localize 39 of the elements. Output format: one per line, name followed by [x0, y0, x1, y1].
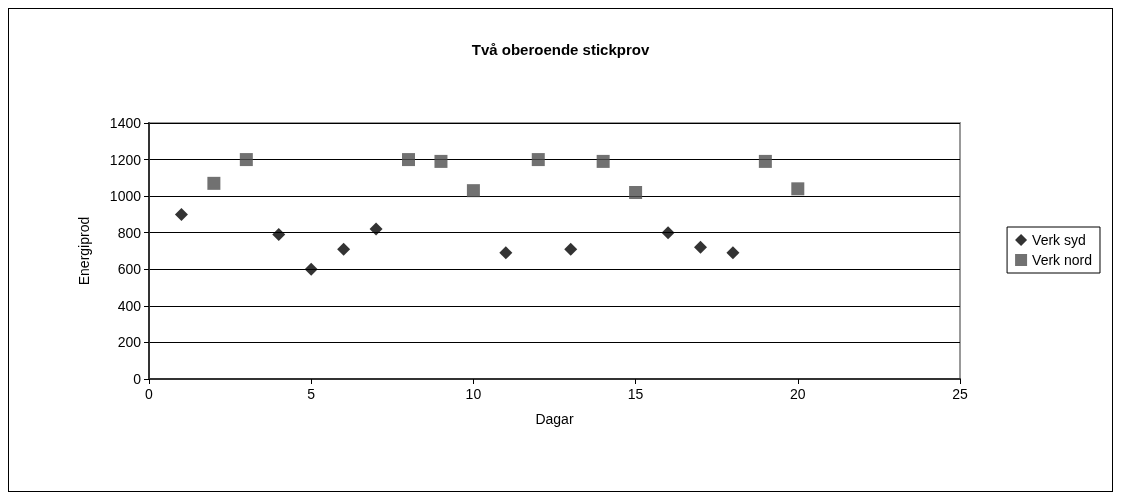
y-tick-label: 0: [133, 371, 142, 387]
point: [207, 176, 221, 190]
point: [758, 154, 772, 168]
point: [726, 246, 740, 260]
x-tick-label: 25: [952, 386, 968, 402]
point: [272, 228, 286, 242]
point: [499, 246, 513, 260]
chart-title: Två oberoende stickprov: [471, 41, 650, 58]
y-tick-label: 1400: [109, 115, 142, 131]
x-axis-title: Dagar: [535, 411, 574, 427]
x-tick-label: 5: [307, 386, 316, 402]
y-tick-label: 600: [117, 261, 142, 278]
point: [791, 182, 805, 196]
point: [402, 153, 416, 167]
legend-label: Verk syd: [1032, 232, 1086, 248]
x-tick-label: 10: [465, 386, 482, 402]
point: [174, 207, 188, 221]
y-axis-title: Energiprod: [76, 216, 92, 286]
point: [434, 154, 448, 168]
point: [564, 242, 578, 256]
legend-label: Verk nord: [1032, 252, 1093, 268]
x-tick-label: 20: [790, 386, 806, 402]
y-tick-label: 1000: [109, 188, 142, 205]
point: [239, 153, 253, 167]
point: [629, 185, 643, 199]
x-tick-label: 0: [145, 386, 154, 402]
point: [531, 153, 545, 167]
point: [693, 240, 707, 254]
y-tick-label: 1200: [109, 151, 142, 168]
point: [337, 242, 351, 256]
point: [661, 226, 675, 240]
x-tick-label: 15: [627, 386, 644, 402]
point: [466, 184, 480, 198]
y-tick-label: 400: [117, 297, 142, 314]
point: [596, 154, 610, 168]
y-tick-label: 800: [117, 224, 142, 241]
point: [369, 222, 383, 236]
y-tick-label: 200: [117, 334, 142, 351]
point: [304, 262, 318, 276]
